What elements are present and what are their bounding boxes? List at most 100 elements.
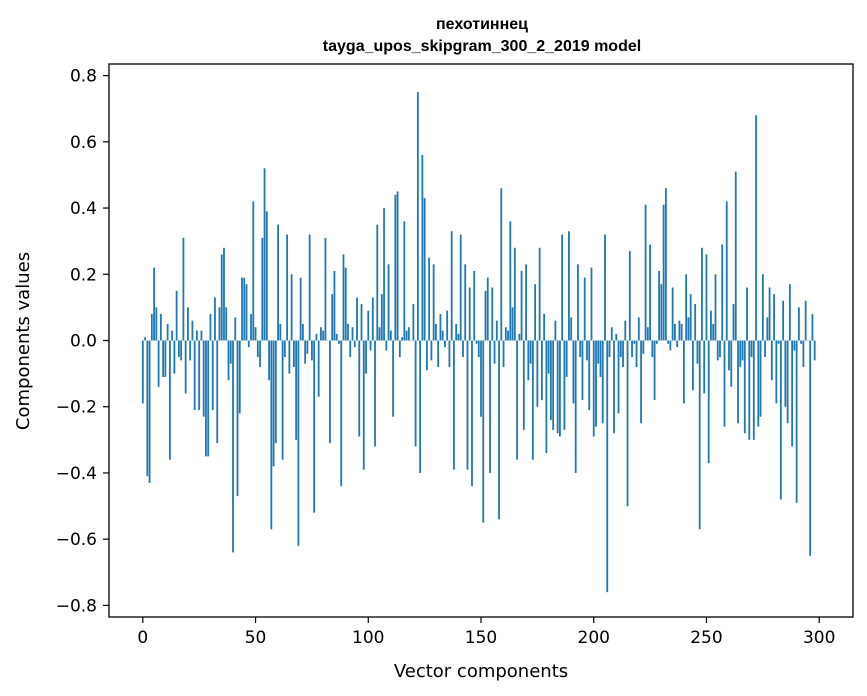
bar-248	[701, 247, 703, 341]
y-axis-ticks: −0.8 −0.6 −0.4 −0.2 0.0 0.2 0.4 0.6 0.8	[56, 67, 109, 616]
bar-27	[202, 340, 205, 417]
bar-44	[241, 277, 243, 341]
bar-178	[543, 314, 546, 341]
bar-151	[482, 340, 485, 523]
bar-112	[394, 194, 397, 341]
bar-83	[329, 340, 331, 444]
bar-141	[459, 234, 462, 341]
bar-11	[166, 323, 169, 341]
bar-293	[802, 340, 805, 367]
bar-36	[223, 247, 225, 341]
bar-143	[464, 264, 467, 341]
bar-89	[342, 254, 345, 341]
bar-14	[173, 340, 176, 374]
bars-group	[141, 92, 816, 593]
bar-46	[245, 284, 248, 341]
bar-57	[270, 340, 273, 530]
bar-51	[256, 340, 259, 358]
bar-292	[800, 340, 803, 344]
bar-107	[383, 208, 385, 341]
bar-122	[416, 92, 419, 341]
bar-284	[782, 300, 785, 341]
bar-3	[148, 340, 151, 483]
bar-255	[716, 340, 719, 361]
bar-84	[331, 294, 334, 341]
bar-280	[773, 294, 775, 341]
bar-262	[732, 304, 735, 341]
bar-162	[507, 330, 509, 341]
bar-23	[193, 340, 196, 411]
bar-208	[610, 327, 613, 341]
bar-278	[768, 287, 771, 341]
bar-196	[583, 277, 586, 341]
bar-45	[243, 277, 246, 341]
x-tick-label: 250	[690, 628, 722, 648]
bar-116	[403, 221, 406, 341]
bar-275	[761, 274, 764, 341]
bar-228	[655, 340, 658, 344]
bar-214	[624, 320, 627, 341]
bar-160	[502, 340, 505, 367]
x-tick-label: 300	[803, 628, 835, 648]
bar-72	[304, 340, 307, 364]
bar-13	[171, 330, 174, 341]
y-axis-label: Components values	[13, 252, 34, 430]
chart-subtitle: tayga_upos_skipgram_300_2_2019 model	[323, 38, 641, 55]
y-tick-label: 0.2	[70, 265, 97, 285]
bar-252	[710, 310, 712, 341]
bar-173	[531, 340, 534, 460]
bar-157	[495, 320, 498, 341]
bar-223	[644, 204, 647, 341]
bar-234	[669, 340, 672, 351]
bar-128	[430, 340, 433, 361]
y-tick-label: 0.6	[70, 133, 97, 153]
bar-59	[274, 340, 277, 444]
x-tick-label: 50	[245, 628, 267, 648]
bar-217	[631, 340, 633, 358]
bar-54	[263, 168, 266, 341]
bar-32	[214, 297, 216, 341]
bar-38	[227, 340, 230, 381]
bar-90	[344, 267, 347, 341]
bar-219	[635, 340, 638, 367]
bar-8	[159, 314, 162, 341]
bar-48	[250, 314, 252, 341]
bar-56	[268, 340, 270, 381]
bar-64	[286, 234, 289, 341]
bar-232	[664, 188, 667, 341]
bar-140	[457, 333, 460, 341]
bar-53	[261, 237, 264, 341]
bar-176	[538, 247, 541, 341]
bar-50	[254, 327, 257, 341]
bar-67	[292, 340, 295, 367]
bar-193	[577, 264, 579, 341]
bar-152	[484, 290, 487, 341]
bar-43	[238, 340, 241, 414]
x-axis-ticks: 0 50 100 150 200 250 300	[137, 617, 835, 648]
bar-256	[719, 340, 721, 358]
chart-title: пехотиннец	[436, 16, 528, 33]
bar-209	[613, 340, 615, 434]
bar-63	[283, 340, 286, 358]
bar-58	[272, 340, 275, 467]
bar-274	[759, 340, 762, 417]
bar-216	[628, 251, 631, 341]
bar-158	[498, 340, 500, 520]
bar-15	[175, 290, 178, 341]
bar-61	[279, 323, 282, 341]
bar-6	[155, 307, 158, 341]
bar-62	[281, 340, 284, 460]
y-tick-label: 0.0	[70, 332, 97, 352]
bar-110	[389, 330, 392, 341]
bar-298	[813, 340, 816, 361]
bar-33	[216, 340, 219, 444]
bar-105	[378, 327, 381, 341]
bar-30	[209, 314, 212, 341]
bar-271	[752, 340, 755, 440]
bar-101	[369, 340, 372, 351]
y-tick-label: −0.2	[56, 398, 97, 418]
bar-229	[658, 270, 661, 341]
bar-257	[721, 244, 724, 341]
bar-42	[236, 340, 239, 497]
bar-88	[340, 340, 343, 487]
